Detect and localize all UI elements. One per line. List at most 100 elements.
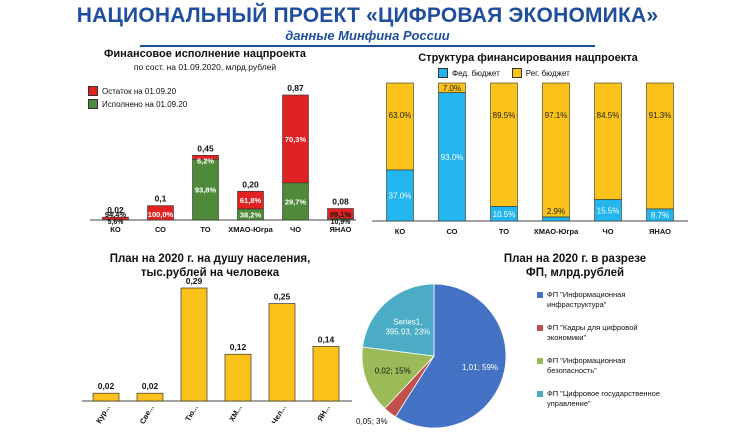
chart-plan-by-fp: 1,01; 59% 0,05; 3% 0,02; 15% Series1,395.93… xyxy=(356,283,507,429)
chart-plan-per-capita-title-line2: тыс.рублей на человека xyxy=(140,267,280,279)
pie-legend-label-kadry: ФП "Кадры для цифровой экономики" xyxy=(547,323,638,342)
segment-label-fed-хмао-югра: 2.9% xyxy=(547,207,565,216)
bar-fed-янао xyxy=(646,208,674,222)
segment-label-fed-ко: 37.0% xyxy=(389,191,412,200)
tick-label-тю: Тю... xyxy=(183,404,199,423)
page-subtitle: данные Минфина России xyxy=(285,28,450,43)
segment-label-ostatok-янао: 89,1% xyxy=(330,210,352,219)
pie-legend-label-infra: ФП "Информационная инфраструктура" xyxy=(547,290,626,309)
bar-reg-янао xyxy=(646,82,674,210)
pie-legend-label-bezop: ФП "Информационная безопасность" xyxy=(547,356,626,375)
tick-label-то: ТО xyxy=(499,227,509,236)
page-title: НАЦИОНАЛЬНЫЙ ПРОЕКТ «ЦИФРОВАЯ ЭКОНОМИКА» xyxy=(76,4,659,27)
segment-label-ostatok-то: 6,2% xyxy=(197,156,214,165)
legend-item-reg: Рег. бюджет xyxy=(511,68,570,78)
value-label-све: 0,02 xyxy=(142,381,159,391)
bar-fed-чо xyxy=(594,199,622,222)
bar-ян xyxy=(312,346,340,402)
chart-financial-execution-subtitle: по сост. на 01.09.2020, млрд.рублей xyxy=(133,62,277,72)
pie-legend-swatch-gosupr xyxy=(537,391,543,397)
value-label-чел: 0,25 xyxy=(274,292,291,302)
pie-legend-item-kadry: ФП "Кадры для цифровой экономики" xyxy=(537,323,667,343)
bar-fed-ко xyxy=(386,169,414,222)
bar-fed-то xyxy=(490,206,518,222)
segment-label-ispolneno-under-янао: 10,9% xyxy=(331,219,352,226)
total-label-янао: 0,08 xyxy=(332,197,349,207)
tick-label-чо: ЧО xyxy=(290,225,301,234)
legend-swatch-ispolneno xyxy=(88,99,98,109)
bar-хм xyxy=(224,353,252,402)
segment-label-ostatok-со: 100,0% xyxy=(148,210,174,219)
chart-plan-per-capita-title: План на 2020 г. на душу населения, тыс.р… xyxy=(60,252,360,280)
pie-legend-label-gosupr: ФП "Цифровое государственное управление" xyxy=(547,389,661,408)
pie-legend-swatch-infra xyxy=(537,292,543,298)
tick-label-хм: ХМ... xyxy=(227,404,244,424)
tick-label-кур: Кур... xyxy=(94,404,112,425)
pie-slice-0 xyxy=(394,283,507,429)
value-label-ян: 0,14 xyxy=(318,334,335,344)
bar-ispolneno-хмао-югра xyxy=(237,208,264,221)
segment-label-reg-чо: 84.5% xyxy=(597,111,620,120)
bar-чел xyxy=(268,303,296,402)
pie-legend-item-bezop: ФП "Информационная безопасность" xyxy=(537,356,667,376)
segment-label-ostatok-хмао-югра: 61,8% xyxy=(240,196,262,205)
legend-swatch-fed xyxy=(438,68,448,78)
title-underline xyxy=(140,45,595,47)
tick-label-хмао-югра: ХМАО-Югра xyxy=(228,225,273,234)
tick-label-ко: КО xyxy=(110,225,121,234)
pie-label-gosupr-line1: Series1, xyxy=(393,317,422,326)
segment-label-fed-то: 10.5% xyxy=(493,210,516,219)
legend-item-fed: Фед. бюджет xyxy=(438,68,500,78)
tick-label-чел: Чел... xyxy=(270,404,288,426)
pie-slice-3 xyxy=(362,283,435,357)
segment-label-ispolneno-under-ко: 5,6% xyxy=(108,219,125,226)
chart-financing-structure-legend: Фед. бюджет Рег. бюджет xyxy=(438,68,570,78)
chart-plan-per-capita-title-line1: План на 2020 г. на душу населения, xyxy=(109,253,311,265)
chart-plan-by-fp-title-line2: ФП, млрд.рублей xyxy=(525,267,625,279)
segment-label-reg-ко: 63.0% xyxy=(389,111,412,120)
legend-item-ostatok: Остаток на 01.09.20 xyxy=(88,86,187,96)
total-label-то: 0,45 xyxy=(197,143,214,153)
tick-label-со: СО xyxy=(155,225,166,234)
value-label-кур: 0,02 xyxy=(98,381,115,391)
chart-plan-per-capita: 0,02 Кур... 0,02 Све... 0,29 Тю... 0,12 ХМ... 0,… xyxy=(82,278,352,426)
chart-plan-by-fp-title: План на 2020 г. в разрезе ФП, млрд.рубле… xyxy=(470,252,680,280)
segment-label-reg-со: 7.0% xyxy=(443,84,461,93)
chart-financial-execution-title: Финансовое исполнение нацпроекта xyxy=(104,48,306,60)
value-label-хм: 0,12 xyxy=(230,342,247,352)
segment-label-ispolneno-чо: 29,7% xyxy=(285,197,307,206)
segment-label-ostatok-чо: 70,3% xyxy=(285,135,307,144)
chart-financing-structure: 63.0% 37.0% КО 7.0% 93.0% СО 89.5% 10.5% ТО 97.1%… xyxy=(372,82,688,236)
bar-ostatok-чо xyxy=(282,94,309,184)
tick-label-то: ТО xyxy=(200,225,210,234)
bar-кур xyxy=(92,392,120,402)
tick-label-янао: ЯНАО xyxy=(330,225,352,234)
bar-ispolneno-чо xyxy=(282,182,309,221)
segment-label-ispolneno-хмао-югра: 38,2% xyxy=(240,211,262,220)
segment-label-reg-янао: 91.3% xyxy=(649,111,672,120)
bar-reg-хмао-югра xyxy=(542,82,570,218)
segment-label-ostatok-ко: 94,4% xyxy=(105,210,127,219)
tick-label-чо: ЧО xyxy=(602,227,613,236)
tick-label-све: Све... xyxy=(138,404,156,426)
tick-label-ян: ЯН... xyxy=(315,404,331,423)
pie-legend-item-gosupr: ФП "Цифровое государственное управление" xyxy=(537,389,667,409)
legend-swatch-ostatok xyxy=(88,86,98,96)
bar-reg-то xyxy=(490,82,518,207)
pie-label-gosupr-line2: 395.93, 23% xyxy=(385,327,430,336)
legend-swatch-reg xyxy=(511,68,522,78)
legend-label-ostatok: Остаток на 01.09.20 xyxy=(102,86,177,96)
pie-legend-item-infra: ФП "Информационная инфраструктура" xyxy=(537,290,667,310)
bar-ostatok-со xyxy=(147,205,174,221)
bar-тю xyxy=(180,287,208,402)
tick-label-хмао-югра: ХМАО-Югра xyxy=(534,227,579,236)
legend-item-ispolneno: Исполнено на 01.09.20 xyxy=(88,99,187,109)
bar-fed-со xyxy=(438,92,466,222)
bar-fed-хмао-югра xyxy=(542,216,570,222)
tick-label-ко: КО xyxy=(395,227,406,236)
pie-slice-2 xyxy=(361,346,435,410)
tick-label-со: СО xyxy=(446,227,457,236)
total-label-со: 0,1 xyxy=(155,194,167,204)
chart-plan-by-fp-legend: ФП "Информационная инфраструктура" ФП "К… xyxy=(537,290,667,409)
bar-reg-ко xyxy=(386,82,414,171)
